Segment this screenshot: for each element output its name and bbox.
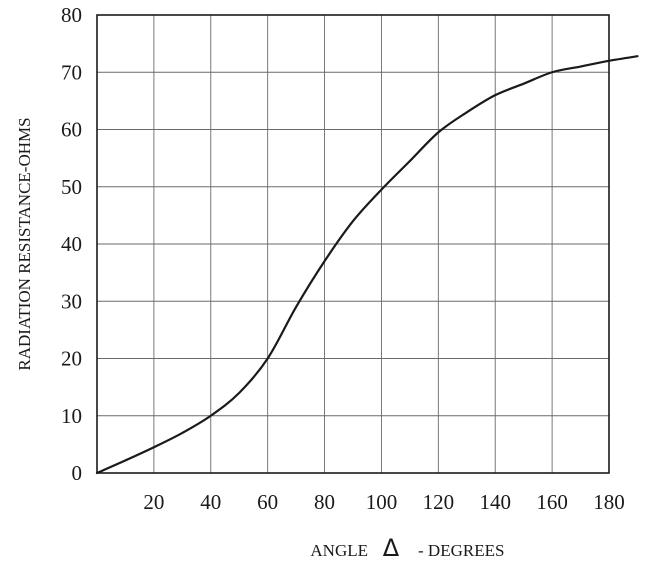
x-tick-label-140: 140 (479, 490, 511, 514)
x-axis-title-suffix: - DEGREES (418, 541, 504, 560)
y-axis-ticks: 0 10 20 30 40 50 60 70 80 (61, 3, 82, 485)
x-axis-title: ANGLE Δ - DEGREES (310, 534, 504, 562)
y-tick-label-0: 0 (72, 461, 83, 485)
y-tick-label-10: 10 (61, 404, 82, 428)
y-tick-label-20: 20 (61, 347, 82, 371)
series-line-0 (95, 55, 639, 475)
y-tick-label-60: 60 (61, 118, 82, 142)
y-tick-label-70: 70 (61, 60, 82, 84)
y-tick-label-30: 30 (61, 289, 82, 313)
x-axis-ticks: 20 40 60 80 100 120 140 160 180 (143, 490, 624, 514)
x-tick-label-180: 180 (593, 490, 625, 514)
x-axis-title-prefix: ANGLE (310, 541, 368, 560)
y-axis-title: RADIATION RESISTANCE-OHMS (15, 117, 34, 370)
x-tick-label-100: 100 (366, 490, 398, 514)
grid-lines (97, 15, 609, 473)
x-tick-label-60: 60 (257, 490, 278, 514)
y-tick-label-40: 40 (61, 232, 82, 256)
plot-area-frame (96, 14, 610, 474)
x-tick-label-20: 20 (143, 490, 164, 514)
x-tick-label-80: 80 (314, 490, 335, 514)
y-tick-label-80: 80 (61, 3, 82, 27)
series-group (95, 55, 639, 475)
x-tick-label-120: 120 (423, 490, 455, 514)
x-tick-label-160: 160 (536, 490, 568, 514)
y-tick-label-50: 50 (61, 175, 82, 199)
delta-symbol: Δ (383, 534, 400, 562)
x-tick-label-40: 40 (200, 490, 221, 514)
